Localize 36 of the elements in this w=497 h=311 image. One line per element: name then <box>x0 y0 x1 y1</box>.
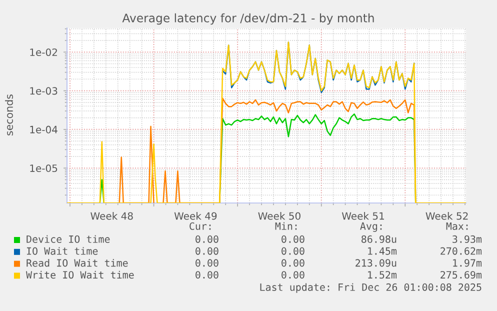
text: 86.98u <box>362 235 396 243</box>
text: 0.00 <box>196 247 218 255</box>
legend-label: Device IO time <box>26 235 110 243</box>
text: 0.00 <box>196 235 218 243</box>
text: 0.00 <box>282 259 304 267</box>
y-tick-label: 1e-03 <box>30 87 58 95</box>
text: Last update: Fri Dec 26 01:00:08 2025 <box>260 283 482 293</box>
text: 0.00 <box>282 271 304 279</box>
y-axis-title: seconds <box>5 94 13 136</box>
legend-label: Read IO Wait time <box>26 258 128 267</box>
legend-label: IO Wait time <box>26 247 98 255</box>
x-tick-label: Week 51 <box>342 212 384 220</box>
legend-label: Write IO Wait time <box>26 270 134 279</box>
x-tick-label: Week 48 <box>90 212 133 220</box>
text: 1.97m <box>453 259 482 267</box>
x-tick-label: Week 50 <box>258 212 300 220</box>
text: 1.45m <box>368 247 397 255</box>
chart-title: Average latency for /dev/dm-21 - by month <box>122 13 374 25</box>
text: Min: <box>275 222 297 230</box>
text: 0.00 <box>196 271 218 279</box>
text: 213.09u <box>356 259 396 267</box>
text: 0.00 <box>282 247 304 255</box>
y-tick-label: 1e-04 <box>30 126 58 134</box>
text: Max: <box>446 222 468 230</box>
text: 0.00 <box>196 259 218 267</box>
text: 0.00 <box>282 235 304 243</box>
x-tick-label: Week 52 <box>426 212 468 220</box>
text: Cur: <box>190 222 211 230</box>
y-tick-label: 1e-05 <box>30 164 58 172</box>
text: 3.93m <box>452 235 482 243</box>
y-tick-label: 1e-02 <box>30 48 57 56</box>
text: Avg: <box>360 222 382 232</box>
text: 270.62m <box>440 247 482 255</box>
text: 275.69m <box>440 271 482 279</box>
x-tick-label: Week 49 <box>174 212 217 220</box>
text: 1.52m <box>368 271 397 279</box>
